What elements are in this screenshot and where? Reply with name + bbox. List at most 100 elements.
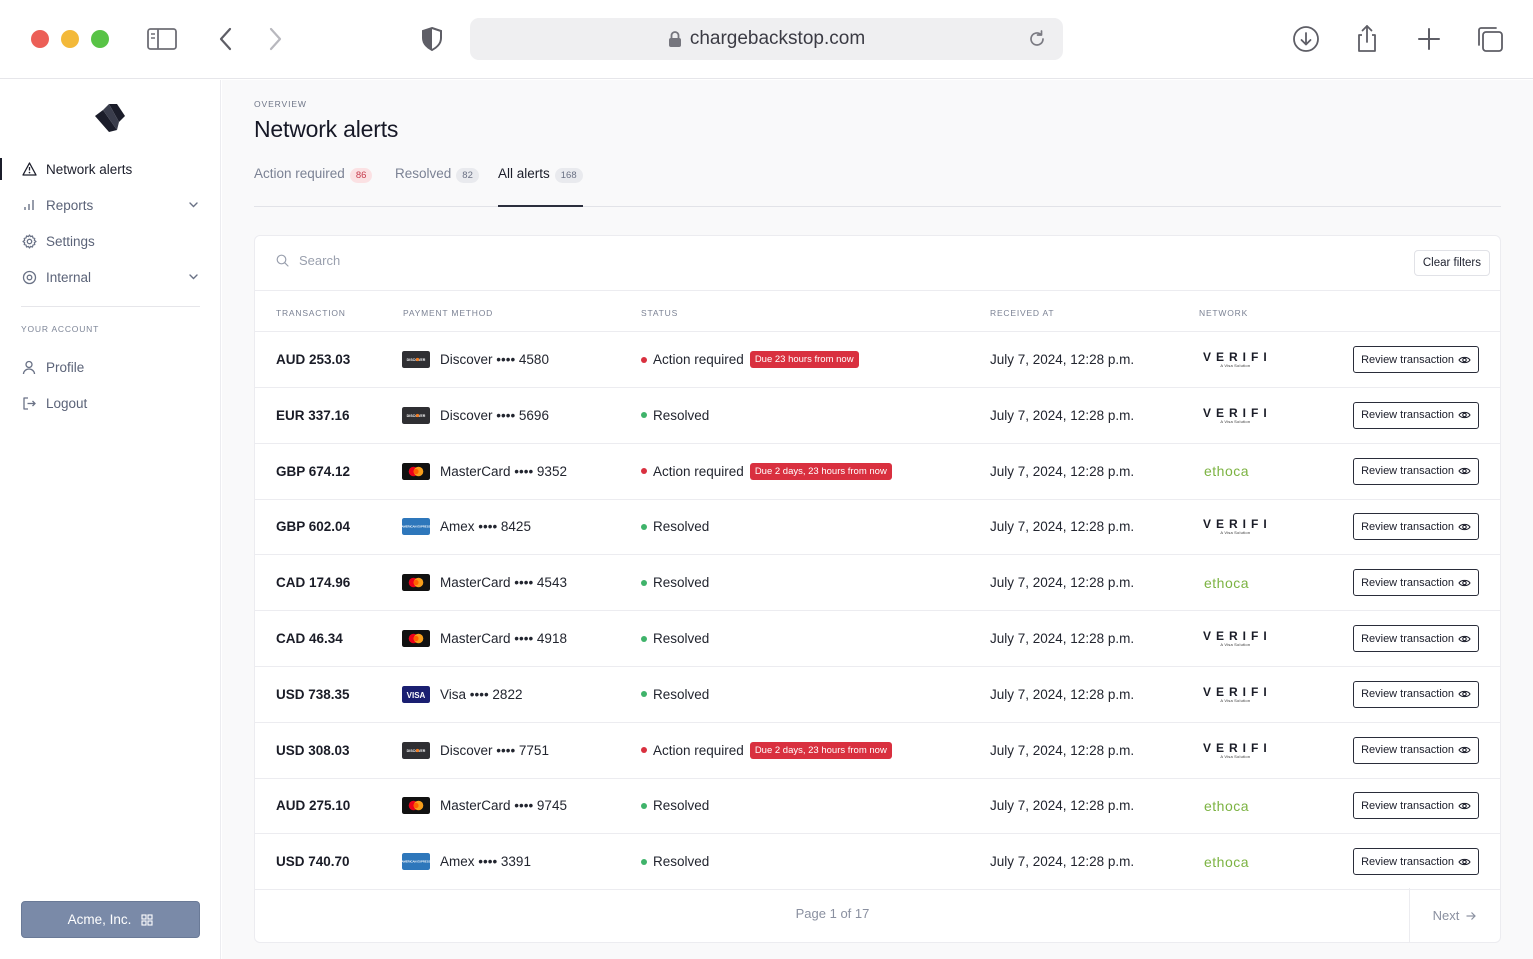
eye-icon (1458, 745, 1471, 755)
svg-text:AMERICAN EXPRESS: AMERICAN EXPRESS (402, 525, 430, 529)
tab-resolved[interactable]: Resolved 82 (395, 162, 479, 207)
payment-method-label: MasterCard •••• 4543 (440, 575, 567, 591)
sidebar-divider (21, 306, 200, 307)
forward-icon[interactable] (260, 24, 290, 54)
payment-method: MasterCard •••• 4543 (402, 555, 567, 610)
share-icon[interactable] (1352, 24, 1382, 54)
column-header-network: NETWORK (1199, 308, 1249, 318)
review-transaction-label: Review transaction (1361, 465, 1454, 478)
verifi-subtext: A Visa Solution (1220, 418, 1251, 424)
amex-card-icon: AMERICAN EXPRESS (402, 853, 430, 871)
maximize-window-button[interactable] (91, 30, 109, 48)
review-transaction-button[interactable]: Review transaction (1353, 513, 1479, 541)
received-at: July 7, 2024, 12:28 p.m. (990, 575, 1135, 591)
arrow-right-icon (1465, 910, 1477, 922)
eye-icon (1458, 634, 1471, 644)
review-transaction-button[interactable]: Review transaction (1353, 569, 1479, 597)
status-dot (641, 858, 647, 865)
sidebar-item-profile[interactable]: Profile (0, 352, 221, 382)
table-row: CAD 174.96 MasterCard •••• 4543 Resolved Ju… (255, 555, 1500, 612)
sidebar-item-network-alerts[interactable]: Network alerts (0, 154, 221, 184)
search-input[interactable]: Search (276, 253, 340, 268)
chevron-down-icon[interactable] (188, 198, 199, 213)
user-icon (21, 359, 37, 375)
address-bar[interactable]: chargebackstop.com (470, 18, 1063, 60)
sidebar-item-settings[interactable]: Settings (0, 226, 221, 256)
status-dot (641, 412, 647, 419)
transaction-amount: GBP 674.12 (276, 463, 351, 479)
organization-switcher-button[interactable]: Acme, Inc. (21, 901, 200, 938)
main-content: OVERVIEW Network alerts Action required … (222, 80, 1533, 959)
column-header-payment-method: PAYMENT METHOD (403, 308, 494, 318)
reload-icon[interactable] (1027, 29, 1047, 54)
status-label: Resolved (653, 798, 710, 814)
shield-icon[interactable] (417, 24, 447, 54)
back-icon[interactable] (211, 24, 241, 54)
review-transaction-button[interactable]: Review transaction (1353, 848, 1479, 876)
verifi-text: VERIFI (1203, 684, 1272, 699)
sidebar-item-reports[interactable]: Reports (0, 190, 221, 220)
verifi-wordmark: VERIFI A Visa Solution (1199, 407, 1272, 424)
due-badge: Due 2 days, 23 hours from now (749, 462, 892, 480)
alerts-table-card: Search Clear filters TRANSACTION PAYMENT… (254, 235, 1501, 943)
ethoca-logo: ethoca (1199, 444, 1249, 499)
transaction-amount: CAD 46.34 (276, 631, 343, 646)
discover-card-icon: DISCOVER (402, 351, 430, 368)
tab-all-alerts[interactable]: All alerts 168 (498, 162, 583, 207)
target-icon (21, 269, 37, 285)
verifi-text: VERIFI (1203, 405, 1272, 420)
sidebar-item-logout[interactable]: Logout (0, 388, 221, 418)
clear-filters-button[interactable]: Clear filters (1413, 250, 1490, 276)
tab-count-badge: 82 (456, 168, 479, 183)
verifi-wordmark: VERIFI A Visa Solution (1199, 630, 1272, 647)
tab-overview-icon[interactable] (1475, 24, 1505, 54)
close-window-button[interactable] (31, 30, 49, 48)
tab-label: Action required (254, 166, 345, 181)
verifi-logo: VERIFI A Visa Solution (1199, 499, 1272, 554)
ethoca-text: ethoca (1204, 574, 1250, 591)
column-header-transaction: TRANSACTION (276, 308, 346, 318)
review-transaction-button[interactable]: Review transaction (1353, 457, 1479, 485)
table-row: USD 738.35 VISA Visa •••• 2822 Resolved July… (255, 667, 1500, 723)
download-icon[interactable] (1291, 24, 1321, 54)
transaction-amount: GBP 602.04 (276, 519, 351, 535)
review-transaction-button[interactable]: Review transaction (1353, 736, 1479, 764)
chevron-down-icon[interactable] (188, 270, 199, 285)
review-transaction-button[interactable]: Review transaction (1353, 346, 1479, 373)
ethoca-logo: ethoca (1199, 778, 1249, 833)
review-transaction-button[interactable]: Review transaction (1353, 680, 1479, 708)
tab-action-required[interactable]: Action required 86 (254, 162, 373, 207)
status-dot (641, 523, 647, 530)
page-info: Page 1 of 17 (795, 906, 870, 921)
sidebar-toggle-icon[interactable] (147, 24, 177, 54)
tab-count-badge: 168 (554, 168, 583, 183)
section-title-your-account: YOUR ACCOUNT (21, 324, 100, 334)
transaction-amount: AUD 253.03 (276, 352, 351, 367)
browser-toolbar: chargebackstop.com (0, 0, 1533, 79)
verifi-wordmark: VERIFI A Visa Solution (1199, 686, 1272, 703)
mastercard-icon (402, 574, 430, 592)
table-row: GBP 602.04 AMERICAN EXPRESS Amex •••• 8425… (255, 499, 1500, 556)
verifi-wordmark: VERIFI A Visa Solution (1199, 518, 1272, 535)
review-transaction-label: Review transaction (1361, 576, 1454, 589)
status-dot (641, 356, 647, 363)
verifi-wordmark: VERIFI A Visa Solution (1199, 742, 1272, 759)
next-page-button[interactable]: Next (1409, 888, 1500, 943)
sidebar-item-label: Network alerts (46, 161, 133, 177)
review-transaction-button[interactable]: Review transaction (1353, 401, 1479, 429)
status: Resolved (641, 611, 709, 666)
new-tab-icon[interactable] (1414, 24, 1444, 54)
ethoca-logo: ethoca (1199, 555, 1249, 610)
minimize-window-button[interactable] (61, 30, 79, 48)
received-at: July 7, 2024, 12:28 p.m. (990, 519, 1135, 535)
table-row: AUD 253.03 DISCOVER Discover •••• 4580 Acti… (255, 332, 1500, 388)
sidebar-item-internal[interactable]: Internal (0, 262, 221, 292)
received-at: July 7, 2024, 12:28 p.m. (990, 686, 1135, 702)
verifi-logo: VERIFI A Visa Solution (1199, 611, 1272, 666)
payment-method-label: MasterCard •••• 4918 (440, 631, 567, 646)
review-transaction-button[interactable]: Review transaction (1353, 625, 1479, 652)
table-row: AUD 275.10 MasterCard •••• 9745 Resolved Ju… (255, 778, 1500, 835)
transaction-amount: AUD 275.10 (276, 798, 351, 814)
status-dot (641, 579, 647, 586)
review-transaction-button[interactable]: Review transaction (1353, 792, 1479, 820)
